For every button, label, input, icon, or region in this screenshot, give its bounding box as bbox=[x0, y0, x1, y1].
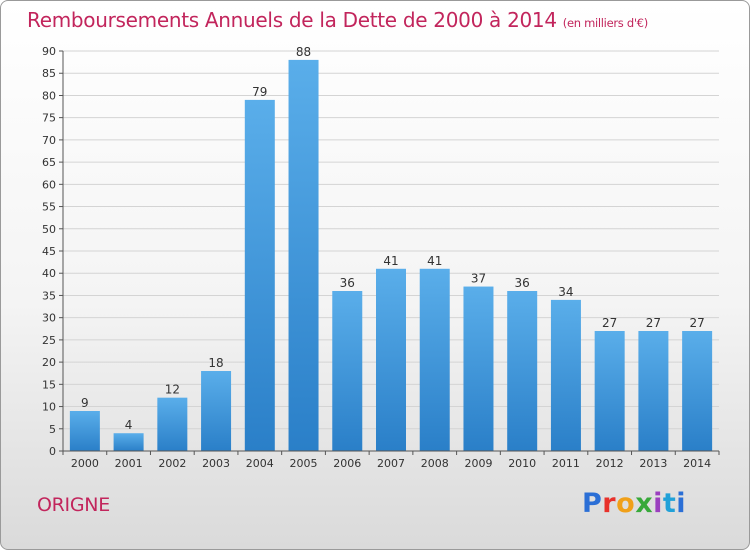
x-tick-label: 2008 bbox=[421, 457, 449, 470]
x-tick-label: 2004 bbox=[246, 457, 274, 470]
brand-letter: i bbox=[653, 488, 663, 519]
data-label-2005: 88 bbox=[296, 45, 311, 59]
data-label-2001: 4 bbox=[125, 418, 133, 432]
y-tick-label: 55 bbox=[42, 201, 56, 214]
y-tick-label: 75 bbox=[42, 112, 56, 125]
y-tick-label: 10 bbox=[42, 401, 56, 414]
brand-letter: x bbox=[635, 488, 654, 519]
bar-2000 bbox=[69, 411, 100, 451]
y-tick-label: 30 bbox=[42, 312, 56, 325]
y-tick-label: 85 bbox=[42, 67, 56, 80]
y-tick-label: 20 bbox=[42, 356, 56, 369]
data-label-2004: 79 bbox=[252, 85, 267, 99]
brand-letter: o bbox=[616, 488, 636, 519]
x-tick-label: 2001 bbox=[115, 457, 143, 470]
bar-2007 bbox=[376, 268, 406, 451]
x-tick-label: 2003 bbox=[202, 457, 230, 470]
y-tick-label: 70 bbox=[42, 134, 56, 147]
x-axis-ticks: 2000 2001 2002 2003 2004 2005 2006 2007 2008 2009… bbox=[62, 451, 720, 470]
data-label-2013: 27 bbox=[646, 316, 661, 330]
data-label-2003: 18 bbox=[208, 356, 223, 370]
data-label-2012: 27 bbox=[602, 316, 617, 330]
x-tick-label: 2006 bbox=[333, 457, 361, 470]
data-label-2008: 41 bbox=[427, 254, 442, 268]
brand-letter: r bbox=[602, 488, 617, 519]
bar-2001 bbox=[113, 433, 144, 451]
chart-title-text: Remboursements Annuels de la Dette de 20… bbox=[27, 8, 557, 32]
y-tick-label: 0 bbox=[49, 445, 56, 458]
x-tick-label: 2002 bbox=[158, 457, 186, 470]
data-label-2007: 41 bbox=[383, 254, 398, 268]
data-label-2009: 37 bbox=[471, 272, 486, 286]
data-label-2000: 9 bbox=[81, 396, 89, 410]
y-tick-label: 25 bbox=[42, 334, 56, 347]
x-tick-label: 2010 bbox=[508, 457, 536, 470]
x-tick-label: 2000 bbox=[71, 457, 99, 470]
chart-unit: (en milliers d'€) bbox=[562, 16, 648, 30]
y-tick-label: 45 bbox=[42, 245, 56, 258]
brand-logo: Proxiti bbox=[582, 488, 686, 519]
bar-2006 bbox=[332, 291, 363, 451]
data-label-2006: 36 bbox=[340, 276, 355, 290]
y-tick-label: 40 bbox=[42, 267, 56, 280]
bar-2005 bbox=[288, 59, 319, 452]
data-label-2002: 12 bbox=[165, 383, 180, 397]
x-tick-label: 2007 bbox=[377, 457, 405, 470]
commune-name: ORIGNE bbox=[37, 494, 110, 516]
data-label-2010: 36 bbox=[515, 276, 530, 290]
bar-2013 bbox=[638, 331, 669, 451]
bar-2003 bbox=[201, 371, 232, 451]
brand-letter: P bbox=[582, 488, 603, 519]
x-tick-label: 2013 bbox=[639, 457, 667, 470]
y-tick-label: 50 bbox=[42, 223, 56, 236]
bar-2014 bbox=[682, 331, 713, 451]
y-tick-label: 60 bbox=[42, 178, 56, 191]
x-tick-label: 2011 bbox=[552, 457, 580, 470]
brand-letter: t bbox=[662, 488, 677, 519]
data-label-2011: 34 bbox=[558, 285, 573, 299]
data-label-2014: 27 bbox=[689, 316, 704, 330]
y-tick-label: 80 bbox=[42, 89, 56, 102]
x-tick-label: 2009 bbox=[464, 457, 492, 470]
x-tick-label: 2012 bbox=[596, 457, 624, 470]
y-tick-label: 35 bbox=[42, 289, 56, 302]
bar-2010 bbox=[507, 291, 538, 451]
brand-letter: i bbox=[676, 488, 687, 519]
bar-2012 bbox=[594, 331, 625, 451]
bar-2009 bbox=[463, 286, 494, 451]
y-tick-label: 65 bbox=[42, 156, 56, 169]
bar-2004 bbox=[244, 99, 275, 451]
y-axis-ticks: 0 5 10 15 20 25 30 35 40 45 50 55 60 65 70 75 80 85 90 bbox=[42, 45, 63, 458]
bar-2008 bbox=[419, 268, 450, 451]
x-tick-label: 2005 bbox=[290, 457, 318, 470]
chart-title: Remboursements Annuels de la Dette de 20… bbox=[27, 8, 648, 32]
y-tick-label: 15 bbox=[42, 378, 56, 391]
data-labels: 9 4 12 18 79 88 36 41 41 37 36 34 27 27 27 bbox=[81, 45, 705, 432]
y-tick-label: 5 bbox=[49, 423, 56, 436]
bars bbox=[69, 59, 713, 452]
y-tick-label: 90 bbox=[42, 45, 56, 58]
x-tick-label: 2014 bbox=[683, 457, 711, 470]
bar-2002 bbox=[157, 397, 188, 451]
bar-2011 bbox=[550, 299, 581, 451]
